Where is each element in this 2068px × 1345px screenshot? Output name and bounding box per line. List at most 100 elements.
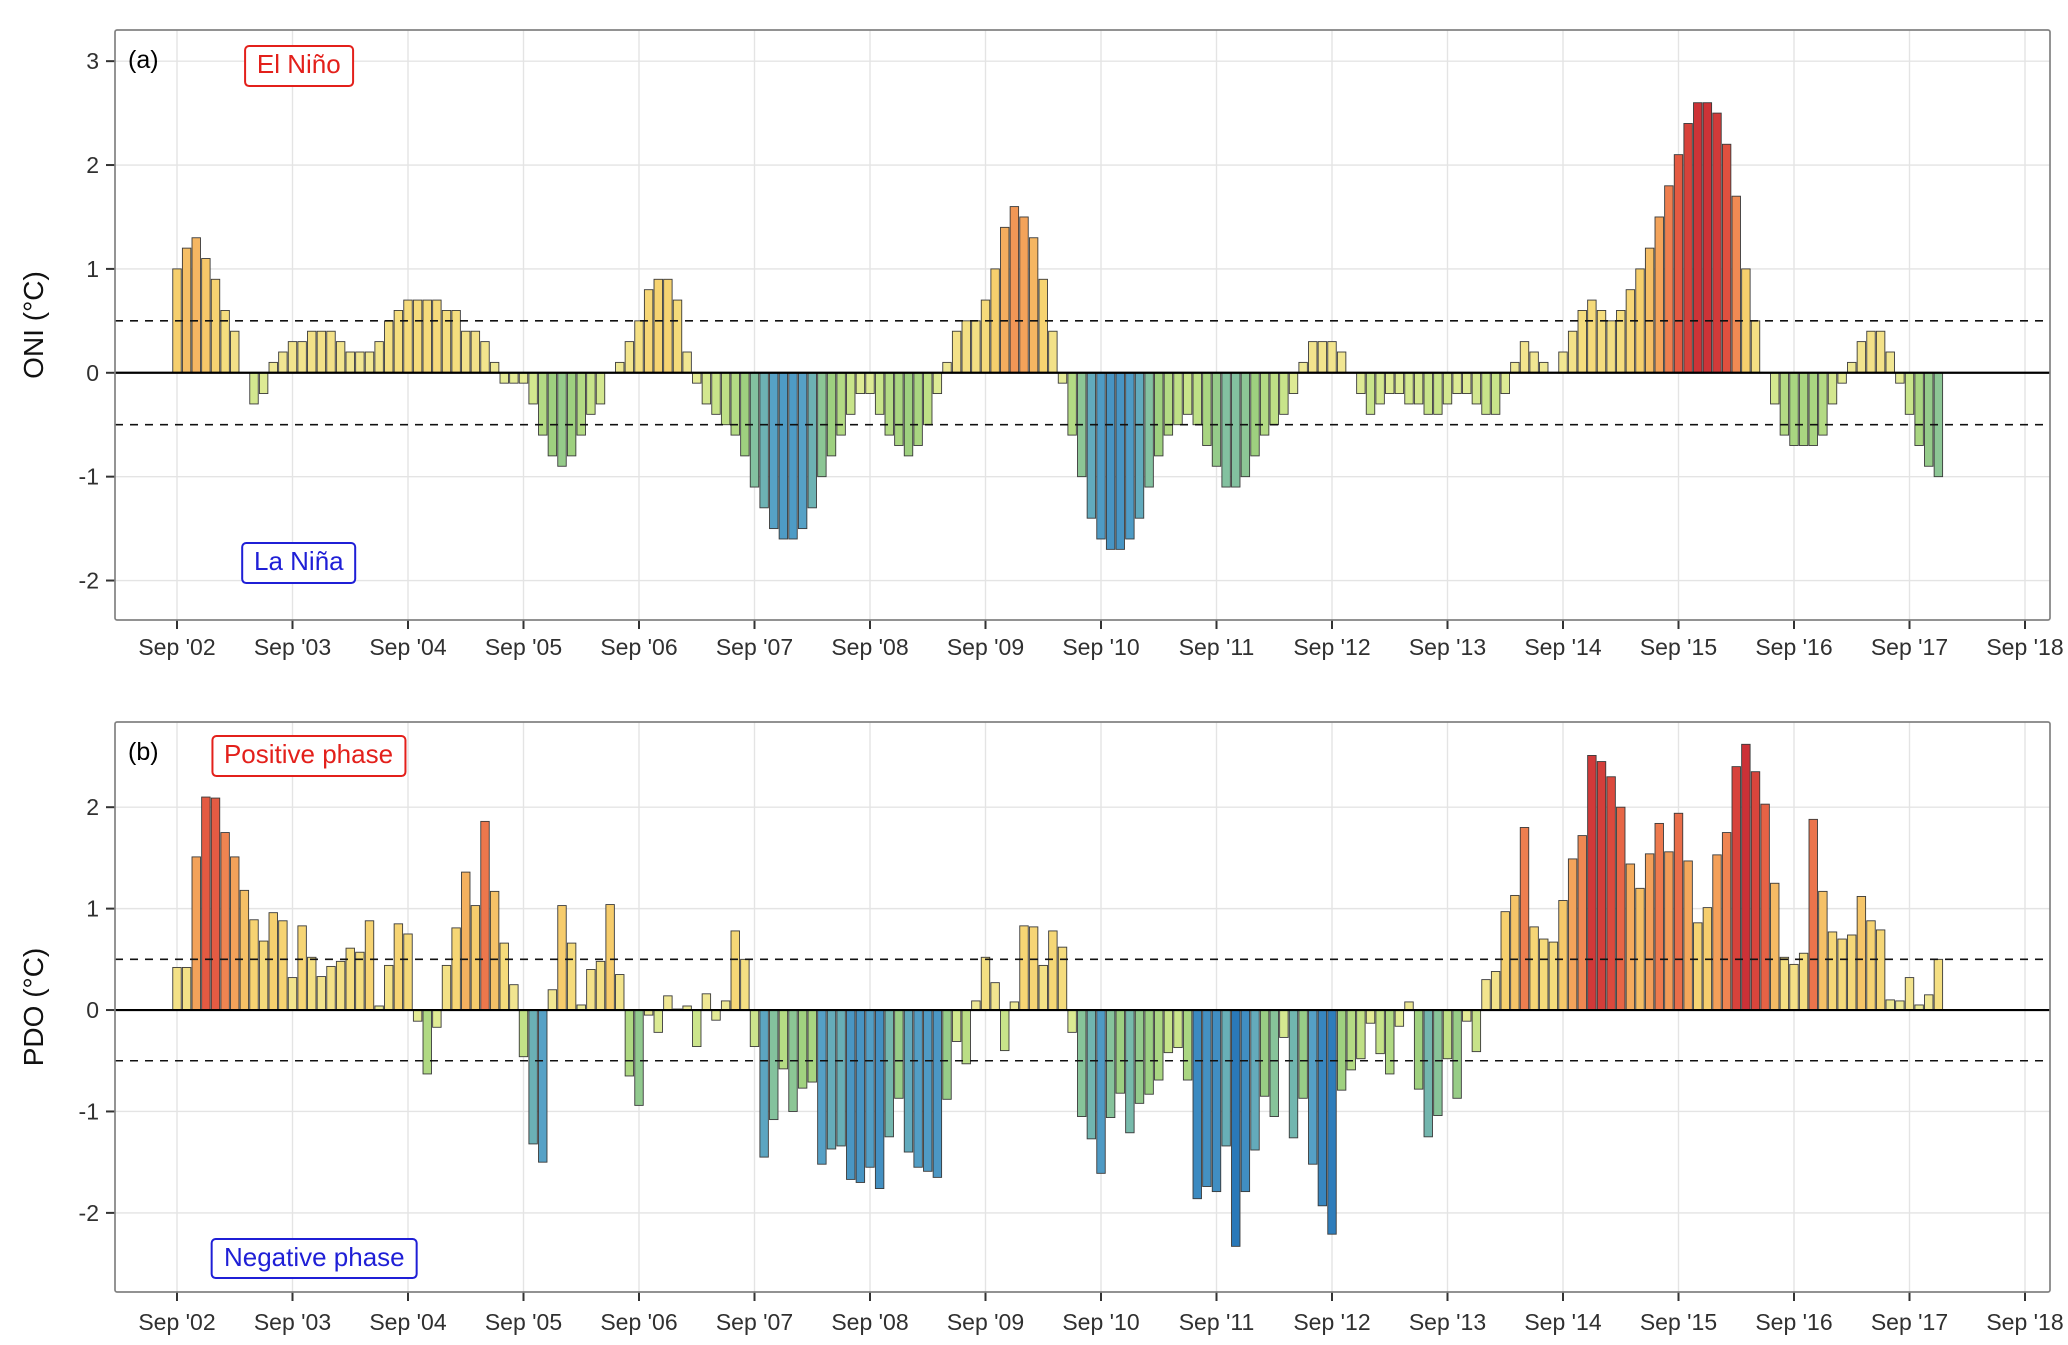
x-tick-label: Sep '15: [1640, 1309, 1717, 1335]
bar: [1847, 934, 1857, 1011]
bar: [1789, 963, 1799, 1011]
x-tick-label: Sep '12: [1293, 634, 1370, 660]
bar: [1596, 761, 1607, 1011]
bar: [1808, 372, 1818, 446]
bar: [1625, 863, 1636, 1011]
pdo-y-axis-title: PDO (°C): [18, 947, 49, 1067]
bar: [826, 372, 837, 457]
bar: [1924, 994, 1934, 1011]
bar: [258, 372, 269, 395]
bar: [624, 1009, 635, 1077]
bar: [1308, 1009, 1318, 1165]
x-tick-label: Sep '07: [716, 634, 793, 660]
bar: [634, 320, 644, 374]
el-nino-annotation: El Niño: [243, 45, 354, 88]
bar: [528, 372, 538, 405]
pdo-x-axis: Sep '02 Sep '03 Sep '04 Sep '05 Sep '06 Sep '…: [138, 1292, 2064, 1335]
bar: [412, 1009, 423, 1022]
bar: [1693, 922, 1703, 1011]
bar: [393, 923, 404, 1011]
x-tick-label: Sep '06: [600, 1309, 677, 1335]
bar: [1394, 372, 1405, 395]
bar: [653, 278, 663, 374]
bar: [855, 372, 866, 395]
bar: [1577, 835, 1587, 1011]
bar: [971, 1000, 981, 1011]
bar: [489, 361, 500, 374]
bar: [1770, 372, 1780, 405]
bar: [980, 956, 991, 1011]
bar: [1317, 341, 1328, 374]
bar: [1731, 195, 1741, 374]
bar: [1413, 372, 1424, 405]
bar: [1750, 320, 1761, 374]
bar: [1096, 372, 1106, 540]
bar: [1702, 102, 1713, 374]
bar: [1914, 372, 1924, 446]
bar: [1577, 310, 1587, 374]
bar: [1856, 341, 1867, 374]
bar: [528, 1009, 538, 1145]
y-tick-label: 1: [86, 256, 99, 282]
bar: [1875, 330, 1886, 374]
bar: [701, 372, 712, 405]
bar: [1673, 154, 1684, 374]
bar: [268, 361, 278, 374]
bar: [326, 330, 336, 374]
bar: [499, 372, 509, 384]
bar: [1096, 1009, 1106, 1174]
oni-x-axis: Sep '02 Sep '03 Sep '04 Sep '05 Sep '06 Sep '…: [138, 620, 2064, 660]
bar: [971, 320, 981, 374]
bar: [990, 982, 1000, 1011]
bar: [1490, 971, 1501, 1011]
bar: [509, 372, 519, 384]
bar: [1038, 278, 1048, 374]
bar: [538, 372, 548, 436]
bar: [653, 1009, 663, 1033]
bar: [1009, 1001, 1020, 1011]
bar: [720, 1000, 731, 1011]
panel-a-label: (a): [128, 46, 159, 74]
bar: [1712, 854, 1722, 1011]
x-tick-label: Sep '09: [947, 634, 1024, 660]
bar: [1154, 372, 1164, 457]
panel-b-label: (b): [128, 738, 159, 766]
bar: [884, 1009, 894, 1138]
bar: [711, 372, 721, 415]
bar: [355, 351, 365, 374]
bar: [566, 372, 577, 457]
bar: [1327, 341, 1337, 374]
bar: [1779, 956, 1790, 1011]
bar: [1567, 330, 1578, 374]
bar: [1115, 372, 1125, 550]
bar: [1259, 1009, 1270, 1097]
bar: [1231, 372, 1241, 488]
bar: [1028, 926, 1039, 1011]
x-tick-label: Sep '08: [831, 1309, 908, 1335]
bar: [894, 1009, 904, 1099]
bar: [615, 361, 625, 374]
bar: [903, 1009, 914, 1153]
bar: [1712, 112, 1722, 374]
bar: [1134, 1009, 1145, 1104]
bar: [230, 856, 240, 1011]
bar: [1221, 1009, 1231, 1147]
bar: [1298, 1009, 1308, 1099]
x-tick-label: Sep '13: [1409, 634, 1486, 660]
bar: [316, 330, 327, 374]
bar: [441, 310, 452, 374]
bar: [1202, 1009, 1212, 1187]
bar: [1375, 372, 1385, 405]
bar: [1433, 372, 1443, 415]
bar: [1125, 1009, 1135, 1134]
bar: [1606, 776, 1616, 1011]
bar: [1519, 827, 1530, 1011]
bar: [432, 1009, 442, 1028]
bar: [1818, 890, 1828, 1011]
bar: [1539, 938, 1549, 1011]
bar: [1481, 979, 1491, 1011]
bar: [1086, 1009, 1097, 1140]
x-tick-label: Sep '03: [254, 634, 331, 660]
